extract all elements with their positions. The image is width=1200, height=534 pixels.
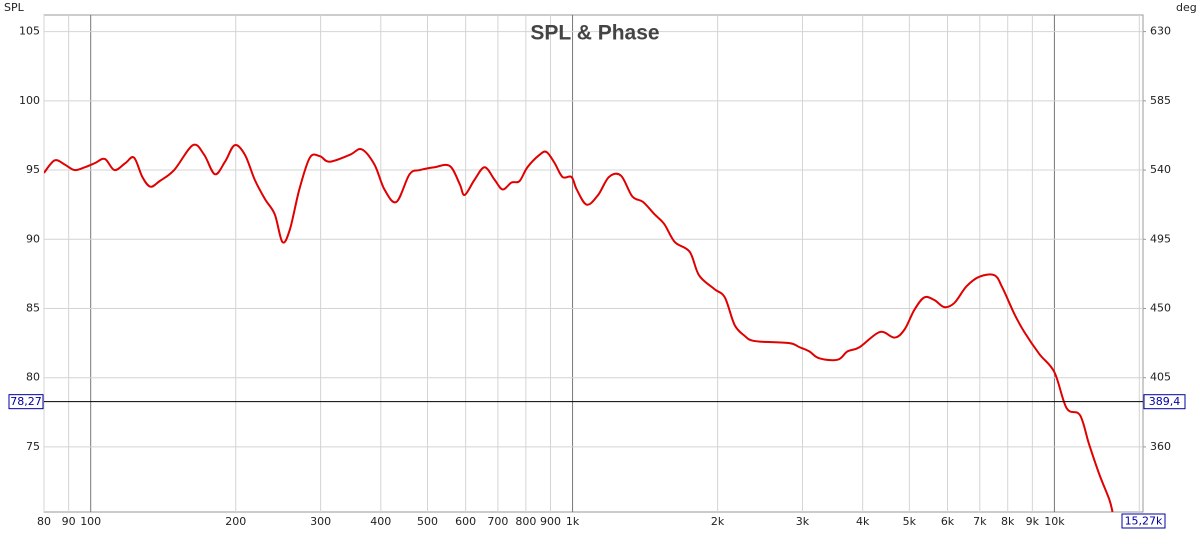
x-tick-label: 90 xyxy=(62,515,76,528)
grid xyxy=(43,15,1143,512)
y2-tick-label: 360 xyxy=(1150,440,1171,453)
y-tick-label: 105 xyxy=(19,25,40,38)
y-tick-label: 95 xyxy=(26,163,40,176)
x-tick-label: 200 xyxy=(225,515,246,528)
chart-title: SPL & Phase xyxy=(530,22,659,45)
cursor-freq-label-box xyxy=(1121,513,1166,529)
cursor-freq-label: 15,27k xyxy=(1125,515,1163,528)
spl-line xyxy=(44,143,1114,512)
x-tick-label: 100 xyxy=(80,515,101,528)
y-tick-label: 80 xyxy=(26,371,40,384)
plot-area xyxy=(43,14,1144,513)
y-tick-label: 85 xyxy=(26,301,40,314)
x-tick-label: 300 xyxy=(310,515,331,528)
x-tick-label: 3k xyxy=(796,515,810,528)
x-tick-label: 900 xyxy=(540,515,561,528)
x-tick-label: 500 xyxy=(417,515,438,528)
y2-tick-label: 630 xyxy=(1150,25,1171,38)
y-tick-label: 90 xyxy=(26,232,40,245)
curve-layer xyxy=(44,143,1114,512)
y2-tick-label: 405 xyxy=(1150,371,1171,384)
y2-tick-label: 540 xyxy=(1150,163,1171,176)
x-tick-label: 9k xyxy=(1026,515,1040,528)
x-tick-label: 700 xyxy=(487,515,508,528)
y2-axis-label: deg xyxy=(1176,1,1197,14)
x-tick-label: 800 xyxy=(515,515,536,528)
y2-tick-label: 495 xyxy=(1150,232,1171,245)
x-tick-label: 10k xyxy=(1044,515,1065,528)
y-tick-label: 100 xyxy=(19,94,40,107)
y-axis-label: SPL xyxy=(4,1,25,14)
x-tick-label: 400 xyxy=(370,515,391,528)
x-tick-label: 80 xyxy=(37,515,51,528)
cursor-phase-label-box xyxy=(1143,394,1186,410)
x-tick-label: 2k xyxy=(711,515,725,528)
cursor-spl-label-box xyxy=(8,394,44,410)
x-tick-label: 600 xyxy=(455,515,476,528)
y2-tick-label: 585 xyxy=(1150,94,1171,107)
x-tick-label: 8k xyxy=(1001,515,1015,528)
x-tick-label: 1k xyxy=(566,515,580,528)
y-tick-label: 75 xyxy=(26,440,40,453)
y2-tick-label: 450 xyxy=(1150,301,1171,314)
x-tick-label: 7k xyxy=(973,515,987,528)
x-tick-label: 6k xyxy=(941,515,955,528)
cursor-spl-label: 78,27 xyxy=(10,395,42,408)
x-tick-label: 4k xyxy=(856,515,870,528)
labels: 80 90 100 200 300 400 500 600 700 800 900 1k 2k 3k 4k 5… xyxy=(19,25,1171,528)
x-tick-label: 5k xyxy=(903,515,917,528)
cursor-phase-label: 389,4 xyxy=(1149,395,1181,408)
